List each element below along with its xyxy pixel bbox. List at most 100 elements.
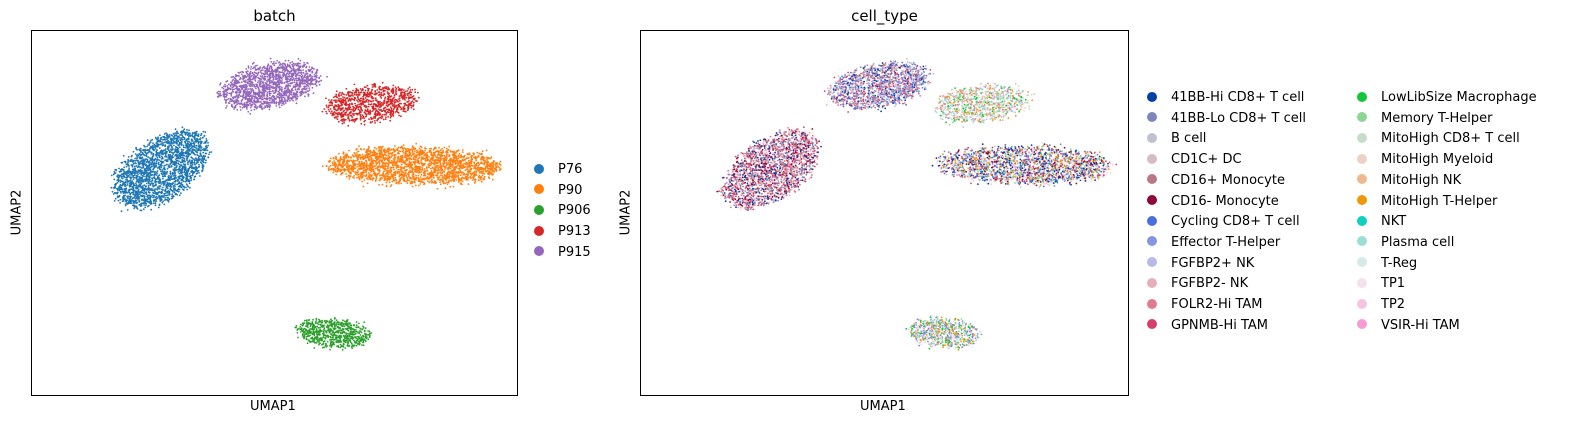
point (181, 179, 184, 182)
point (467, 183, 470, 186)
point (154, 202, 157, 205)
point (469, 162, 471, 165)
point (435, 156, 438, 159)
point (343, 164, 346, 167)
point (375, 178, 377, 181)
point (431, 181, 433, 184)
point (341, 166, 344, 169)
point (181, 132, 184, 134)
point (166, 167, 169, 170)
point (130, 155, 133, 158)
point (158, 159, 160, 162)
point (406, 182, 409, 185)
point (161, 152, 164, 155)
point (409, 153, 412, 155)
point (125, 165, 128, 168)
point (166, 198, 169, 201)
point (487, 168, 489, 170)
point (151, 155, 154, 158)
point (409, 169, 412, 172)
point (140, 195, 143, 198)
point (348, 160, 351, 163)
point (429, 164, 432, 167)
point (431, 178, 433, 181)
point (171, 190, 174, 193)
point (421, 163, 423, 166)
point (137, 163, 140, 165)
point (432, 162, 435, 165)
point (383, 152, 386, 154)
point (177, 140, 180, 143)
point (446, 156, 448, 158)
point (196, 154, 199, 156)
point (429, 167, 432, 170)
point (154, 158, 157, 160)
point (369, 150, 372, 153)
point (429, 174, 432, 177)
point (145, 193, 148, 196)
point (118, 185, 121, 188)
point (151, 138, 154, 141)
point (458, 164, 461, 167)
point (151, 189, 154, 192)
point (430, 175, 433, 178)
point (436, 164, 439, 167)
point (333, 160, 335, 162)
point (204, 141, 207, 143)
point (147, 162, 150, 164)
point (459, 178, 461, 180)
point (140, 157, 142, 160)
point (177, 179, 180, 182)
point (135, 182, 137, 185)
point (144, 172, 147, 175)
point (352, 159, 355, 162)
point (495, 161, 497, 164)
point (139, 160, 142, 163)
point (454, 160, 456, 163)
point (161, 191, 164, 194)
point (194, 134, 197, 137)
point (464, 158, 467, 161)
point (116, 179, 119, 182)
point (444, 165, 447, 168)
point (450, 157, 452, 160)
point (150, 145, 152, 148)
point (426, 169, 429, 172)
point (397, 155, 400, 158)
point (363, 179, 366, 181)
point (441, 151, 444, 154)
point (171, 173, 174, 176)
point (432, 148, 435, 151)
point (464, 169, 467, 172)
point (183, 131, 186, 134)
point (134, 197, 137, 200)
point (394, 156, 397, 159)
point (370, 160, 372, 163)
point (489, 164, 491, 167)
point (185, 155, 188, 157)
point (206, 149, 209, 152)
point (443, 146, 446, 149)
point (166, 191, 169, 193)
point (187, 179, 190, 181)
point (166, 163, 168, 166)
point (126, 180, 129, 183)
point (112, 186, 115, 189)
point (134, 157, 137, 160)
point (438, 169, 440, 171)
point (406, 177, 408, 179)
batch-scatter (110, 57, 502, 351)
point (392, 149, 395, 152)
point (125, 176, 127, 179)
point (318, 319, 321, 322)
point (302, 330, 305, 333)
point (457, 155, 460, 158)
point (452, 164, 454, 166)
point (197, 145, 200, 148)
point (130, 199, 132, 202)
point (368, 168, 371, 171)
point (121, 200, 124, 203)
point (376, 162, 379, 165)
point (476, 151, 479, 154)
point (158, 177, 161, 179)
